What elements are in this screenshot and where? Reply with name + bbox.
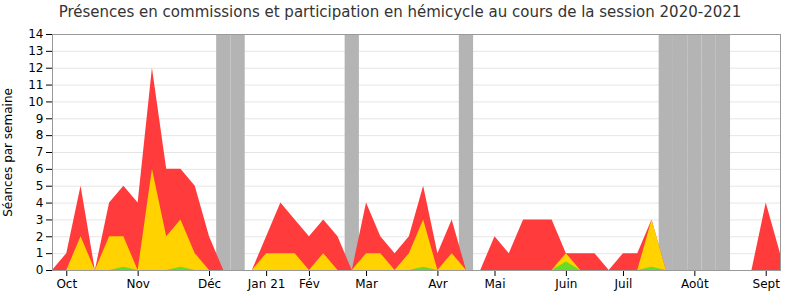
svg-text:Mai: Mai <box>484 277 505 291</box>
svg-text:Nov: Nov <box>126 277 149 291</box>
svg-text:10: 10 <box>28 95 43 109</box>
html-text:Présences en commissions et pa: Présences en commissions et participatio… <box>58 3 742 21</box>
svg-text:1: 1 <box>36 246 44 260</box>
svg-text:5: 5 <box>36 179 44 193</box>
svg-text:Juin: Juin <box>554 277 577 291</box>
svg-text:3: 3 <box>36 213 44 227</box>
svg-text:4: 4 <box>36 196 44 210</box>
svg-text:0: 0 <box>36 263 44 277</box>
svg-text:13: 13 <box>28 44 43 58</box>
svg-text:Déc: Déc <box>198 277 221 291</box>
svg-text:11: 11 <box>28 78 43 92</box>
svg-text:12: 12 <box>28 61 43 75</box>
svg-text:7: 7 <box>36 145 44 159</box>
svg-text:Avr: Avr <box>428 277 448 291</box>
svg-text:6: 6 <box>36 162 44 176</box>
svg-text:14: 14 <box>28 27 43 41</box>
svg-text:Séances par semaine: Séances par semaine <box>1 88 15 217</box>
svg-text:Mar: Mar <box>355 277 378 291</box>
svg-text:Juil: Juil <box>614 277 633 291</box>
svg-text:Fév: Fév <box>299 277 320 291</box>
svg-text:Sept: Sept <box>753 277 781 291</box>
svg-text:9: 9 <box>36 112 44 126</box>
svg-text:Oct: Oct <box>56 277 77 291</box>
svg-text:8: 8 <box>36 128 44 142</box>
svg-text:Août: Août <box>681 277 709 291</box>
svg-text:2: 2 <box>36 230 44 244</box>
svg-text:Jan 21: Jan 21 <box>247 277 286 291</box>
